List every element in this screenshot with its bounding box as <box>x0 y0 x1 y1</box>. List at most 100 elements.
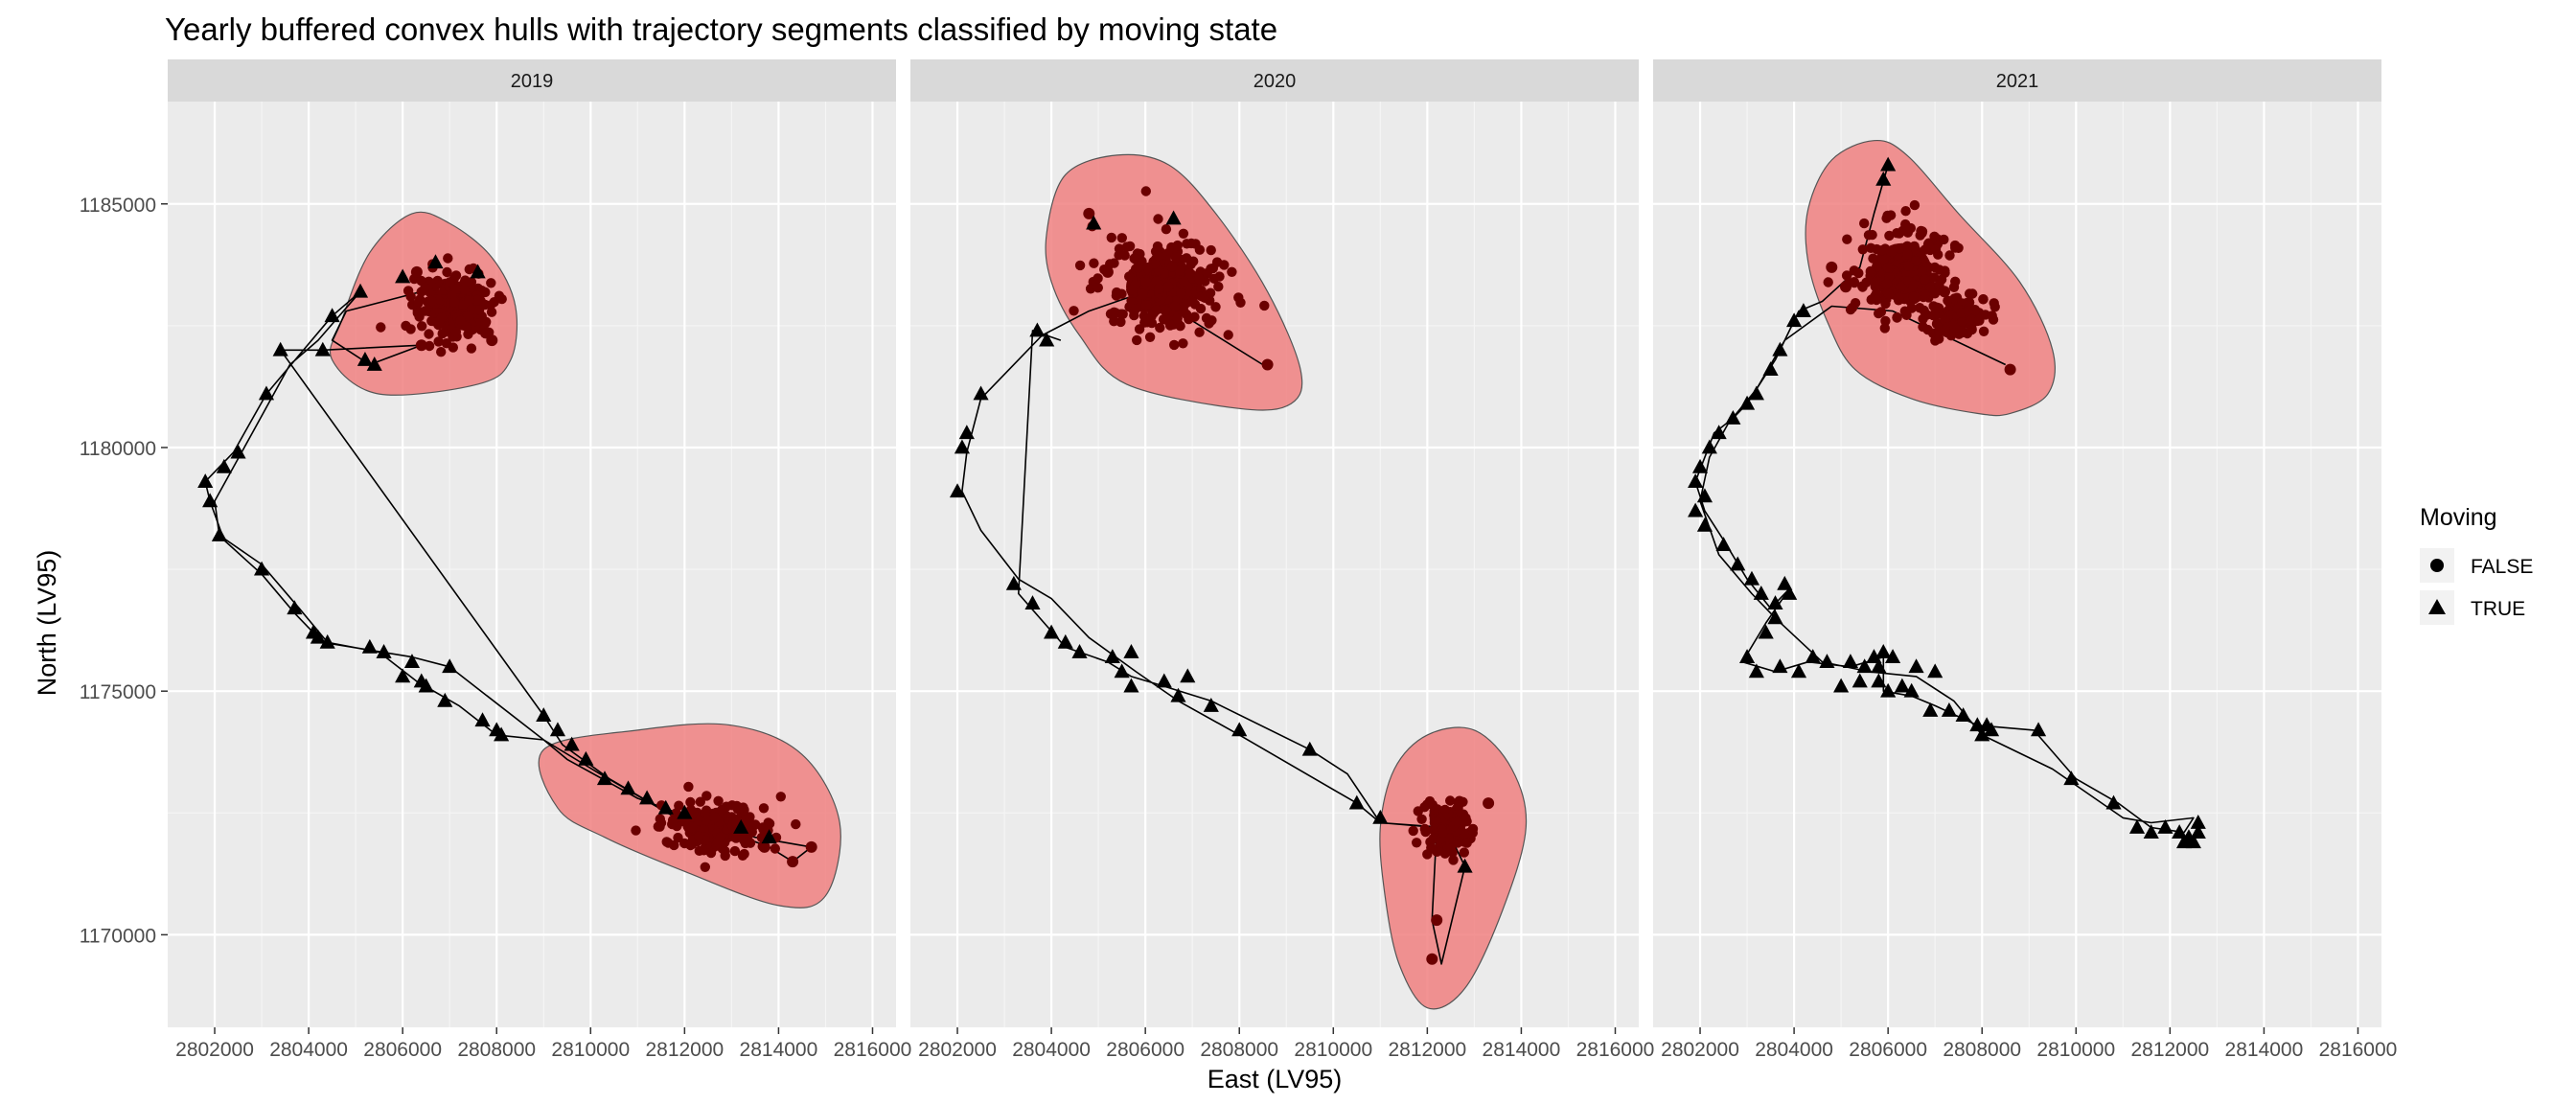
stationary-point <box>485 300 495 310</box>
moving-point <box>1688 473 1704 488</box>
stationary-point <box>1949 323 1961 334</box>
moving-point <box>202 493 218 508</box>
x-tick-label: 2812000 <box>2130 1039 2209 1061</box>
stationary-point <box>702 791 712 801</box>
stationary-point <box>1089 258 1099 268</box>
moving-point <box>1927 663 1944 678</box>
moving-point <box>549 722 566 737</box>
stationary-point <box>1146 310 1157 322</box>
moving-point <box>272 341 288 356</box>
moving-point <box>1738 649 1756 663</box>
moving-point <box>596 770 613 786</box>
stationary-point <box>410 265 423 278</box>
stationary-point <box>1428 834 1438 844</box>
moving-point <box>1372 809 1389 824</box>
stationary-point <box>1978 326 1990 336</box>
stationary-point <box>436 347 447 357</box>
stationary-point <box>1448 855 1459 865</box>
stationary-point <box>1193 273 1205 284</box>
x-tick-label: 2816000 <box>1576 1039 1655 1061</box>
moving-point <box>1165 210 1182 225</box>
moving-point <box>1782 586 1798 600</box>
stationary-point <box>1942 322 1953 333</box>
stationary-point <box>445 277 455 288</box>
moving-point <box>1903 682 1920 698</box>
moving-point <box>1457 858 1473 873</box>
stationary-point <box>1875 245 1887 256</box>
x-tick-label: 2812000 <box>1388 1039 1466 1061</box>
x-tick-label: 2802000 <box>918 1039 997 1061</box>
stationary-point <box>1116 288 1127 299</box>
stationary-point <box>1416 814 1427 824</box>
stationary-point <box>1116 233 1128 243</box>
stationary-point <box>1194 327 1205 337</box>
stationary-point <box>1227 266 1237 277</box>
stationary-point <box>1978 294 1989 305</box>
stationary-point <box>1892 312 1902 323</box>
moving-point <box>1772 341 1788 356</box>
moving-point <box>1875 644 1892 658</box>
moving-point <box>1795 303 1811 317</box>
moving-point <box>1748 385 1764 401</box>
y-tick-label: 1170000 <box>80 925 156 947</box>
moving-point <box>211 526 228 541</box>
stationary-point <box>1172 240 1184 251</box>
moving-point <box>258 385 275 401</box>
stationary-point <box>1908 291 1919 302</box>
stationary-point <box>1426 953 1438 965</box>
moving-point <box>1856 658 1873 674</box>
moving-point <box>1301 741 1318 756</box>
stationary-point <box>1849 277 1860 288</box>
stationary-point <box>1879 323 1891 334</box>
stationary-point <box>631 825 641 836</box>
stationary-point <box>1069 306 1079 316</box>
stationary-point <box>1153 214 1163 224</box>
moving-point <box>1348 794 1365 810</box>
moving-point <box>1767 610 1783 625</box>
stationary-point <box>1870 277 1880 288</box>
facet-strip-label: 2021 <box>1996 71 2039 92</box>
stationary-point <box>442 266 452 278</box>
stationary-point <box>694 816 704 826</box>
moving-point <box>418 678 434 693</box>
moving-point <box>2105 794 2122 810</box>
moving-point <box>310 629 326 644</box>
stationary-point <box>674 800 684 811</box>
stationary-point <box>1124 271 1135 282</box>
stationary-point <box>1223 330 1233 340</box>
stationary-cluster <box>1069 186 1270 351</box>
stationary-point <box>1155 322 1165 334</box>
stationary-point <box>1119 250 1130 261</box>
stationary-point <box>700 862 710 872</box>
stationary-point <box>1920 289 1930 300</box>
moving-point <box>1842 654 1859 669</box>
stationary-point <box>1219 260 1230 270</box>
moving-point <box>1871 673 1887 688</box>
stationary-point <box>1826 261 1838 273</box>
stationary-point <box>1881 278 1893 289</box>
stationary-point <box>1161 224 1172 235</box>
stationary-point <box>745 838 756 848</box>
stationary-point <box>1467 827 1479 839</box>
x-tick-label: 2816000 <box>834 1039 912 1061</box>
stationary-point <box>1445 795 1456 806</box>
trajectory-line <box>961 290 1466 965</box>
stationary-point <box>412 308 423 318</box>
stationary-point <box>758 803 770 814</box>
stationary-point <box>1920 274 1930 285</box>
stationary-point <box>1205 288 1216 298</box>
stationary-point <box>1085 284 1096 294</box>
moving-point <box>1696 517 1714 532</box>
x-tick-label: 2806000 <box>363 1039 442 1061</box>
stationary-point <box>448 342 458 353</box>
legend-label-true: TRUE <box>2471 598 2525 620</box>
stationary-point <box>1412 838 1422 848</box>
moving-point <box>366 356 382 371</box>
stationary-point <box>1875 307 1887 317</box>
stationary-point <box>1140 186 1152 196</box>
legend-label-false: FALSE <box>2471 556 2533 578</box>
facet-strip <box>168 59 896 102</box>
moving-point <box>1170 687 1186 702</box>
stationary-point <box>1919 305 1929 316</box>
